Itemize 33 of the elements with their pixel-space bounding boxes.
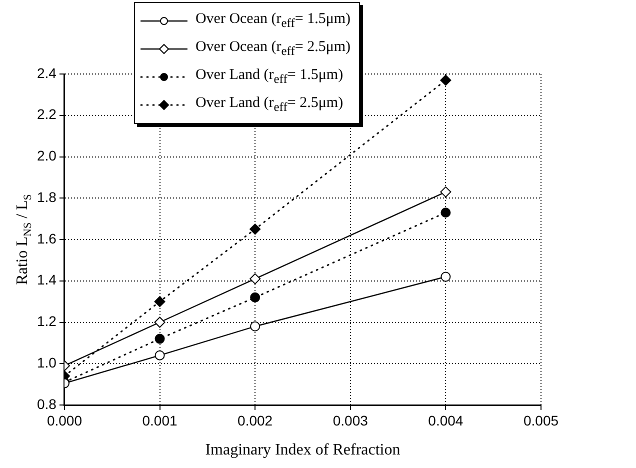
y-tick-label: 2.0 xyxy=(36,148,57,164)
x-tick-label: 0.000 xyxy=(46,412,82,428)
point xyxy=(250,321,260,332)
point xyxy=(154,334,165,344)
point xyxy=(250,292,260,302)
x-tick-label: 0.005 xyxy=(523,412,559,428)
point xyxy=(440,74,452,86)
x-tick-label: 0.004 xyxy=(428,412,464,428)
point xyxy=(440,272,451,282)
point xyxy=(250,224,261,235)
point xyxy=(154,296,166,308)
y-tick-label: 0.8 xyxy=(36,396,57,412)
y-tick-label: 1.4 xyxy=(36,272,57,288)
legend-label: Over Ocean (r$_{eff}$= 1.5μm) xyxy=(195,10,351,32)
y-tick-label: 1.2 xyxy=(36,313,57,330)
x-tick-label: 0.002 xyxy=(238,412,273,428)
legend-label: Over Land (r$_{eff}$= 2.5μm) xyxy=(195,94,344,116)
y-tick-label: 1.8 xyxy=(36,188,57,205)
x-tick-label: 0.003 xyxy=(332,412,368,428)
y-tick-label: 1.6 xyxy=(36,230,57,246)
point xyxy=(440,186,452,198)
y-tick-label: 2.4 xyxy=(36,64,57,81)
x-axis-title: Imaginary Index of Refraction xyxy=(205,442,400,459)
y-tick-label: 2.2 xyxy=(36,106,57,122)
legend-label: Over Ocean (r$_{eff}$= 2.5μm) xyxy=(195,38,351,60)
x-tick-label: 0.001 xyxy=(142,412,178,428)
point xyxy=(154,350,165,360)
point xyxy=(440,208,451,218)
legend-label: Over Land (r$_{eff}$= 1.5μm) xyxy=(195,66,344,88)
point xyxy=(154,316,166,328)
y-axis-title: Ratio LNS / LS xyxy=(14,194,34,285)
y-tick-label: 1.0 xyxy=(36,354,57,370)
point xyxy=(250,273,261,284)
